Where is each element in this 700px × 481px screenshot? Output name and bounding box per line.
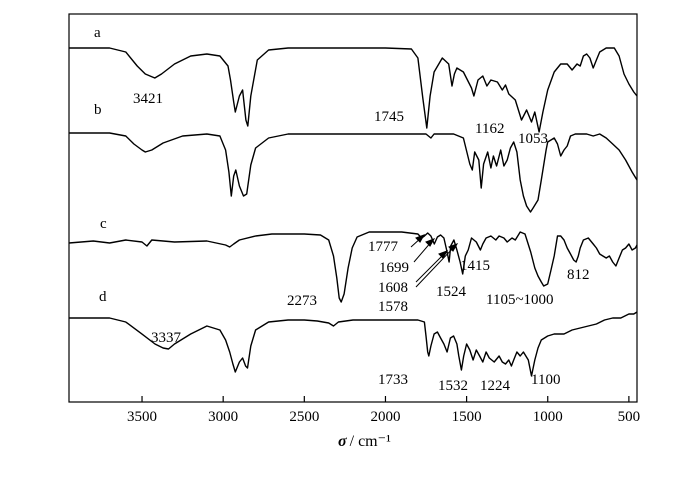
x-tick-label-1000: 1000 <box>533 409 563 425</box>
arrowhead-1608 <box>438 250 449 259</box>
arrowhead-1699 <box>425 238 436 247</box>
x-tick-label-1500: 1500 <box>452 409 482 425</box>
plot-frame <box>68 13 638 403</box>
peak-label-d-1100: 1100 <box>531 372 560 388</box>
arrowhead-1578 <box>448 243 459 252</box>
spectrum-traces <box>68 47 638 377</box>
x-axis-unit: / cm⁻¹ <box>350 433 391 450</box>
arrowhead-1777 <box>415 234 426 243</box>
trace-letter-d: d <box>99 289 107 305</box>
peak-pointer-arrows <box>410 234 459 288</box>
spectrum-line-b <box>69 132 638 213</box>
peak-label-d-1532: 1532 <box>438 378 468 394</box>
x-axis-title: σ / cm⁻¹ <box>338 433 391 450</box>
x-axis-ticks: 3500 3000 2500 2000 1500 1000 500 <box>127 396 640 425</box>
peak-label-c-1777: 1777 <box>368 239 399 255</box>
peak-label-d-1224: 1224 <box>480 378 511 394</box>
x-tick-label-3500: 3500 <box>127 409 157 425</box>
trace-letter-b: b <box>94 102 102 118</box>
peak-label-d-3337: 3337 <box>151 330 182 346</box>
spectrum-line-d <box>69 311 638 377</box>
x-tick-label-500: 500 <box>618 409 641 425</box>
spectrum-line-a <box>69 47 638 133</box>
arrow-1578 <box>415 245 456 288</box>
trace-letter-c: c <box>100 216 107 232</box>
peak-label-d-1733: 1733 <box>378 372 408 388</box>
peak-label-a-1745: 1745 <box>374 109 404 125</box>
x-tick-label-2000: 2000 <box>370 409 400 425</box>
peak-label-c-812: 812 <box>567 267 590 283</box>
spectrum-line-c <box>68 231 638 303</box>
peak-label-c-1578: 1578 <box>378 299 408 315</box>
peak-label-c-1608: 1608 <box>378 280 408 296</box>
x-tick-label-3000: 3000 <box>208 409 238 425</box>
peak-label-c-1524: 1524 <box>436 284 467 300</box>
peak-label-c-1415: 1415 <box>460 258 490 274</box>
peak-label-c-2273: 2273 <box>287 293 317 309</box>
x-axis-symbol: σ <box>338 433 347 450</box>
trace-letter-a: a <box>94 25 101 41</box>
x-tick-label-2500: 2500 <box>289 409 319 425</box>
peak-label-c-1699: 1699 <box>379 260 409 276</box>
arrow-1608 <box>415 252 446 283</box>
peak-label-c-1105-1000: 1105~1000 <box>486 292 554 308</box>
peak-label-a-1053: 1053 <box>518 131 548 147</box>
peak-label-a-1162: 1162 <box>475 121 504 137</box>
peak-label-a-3421: 3421 <box>133 91 163 107</box>
